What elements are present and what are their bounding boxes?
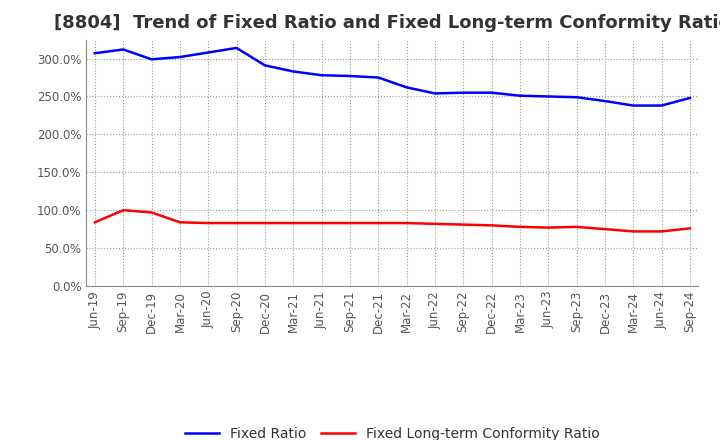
Fixed Ratio: [459, 90, 467, 95]
Title: [8804]  Trend of Fixed Ratio and Fixed Long-term Conformity Ratio: [8804] Trend of Fixed Ratio and Fixed Lo…: [54, 15, 720, 33]
Fixed Long-term Conformity Ratio: [402, 220, 411, 226]
Fixed Long-term Conformity Ratio: [431, 221, 439, 227]
Fixed Long-term Conformity Ratio: [459, 222, 467, 227]
Fixed Ratio: [544, 94, 552, 99]
Fixed Ratio: [119, 47, 127, 52]
Fixed Long-term Conformity Ratio: [261, 220, 269, 226]
Fixed Long-term Conformity Ratio: [204, 220, 212, 226]
Fixed Long-term Conformity Ratio: [544, 225, 552, 230]
Fixed Ratio: [374, 75, 382, 80]
Fixed Ratio: [346, 73, 354, 79]
Fixed Long-term Conformity Ratio: [374, 220, 382, 226]
Fixed Ratio: [572, 95, 581, 100]
Legend: Fixed Ratio, Fixed Long-term Conformity Ratio: Fixed Ratio, Fixed Long-term Conformity …: [179, 421, 606, 440]
Fixed Ratio: [318, 73, 326, 78]
Fixed Ratio: [600, 99, 609, 104]
Line: Fixed Ratio: Fixed Ratio: [95, 48, 690, 106]
Fixed Long-term Conformity Ratio: [487, 223, 496, 228]
Fixed Ratio: [148, 57, 156, 62]
Fixed Ratio: [685, 95, 694, 101]
Fixed Long-term Conformity Ratio: [176, 220, 184, 225]
Fixed Ratio: [657, 103, 666, 108]
Line: Fixed Long-term Conformity Ratio: Fixed Long-term Conformity Ratio: [95, 210, 690, 231]
Fixed Long-term Conformity Ratio: [318, 220, 326, 226]
Fixed Long-term Conformity Ratio: [91, 220, 99, 225]
Fixed Ratio: [233, 45, 241, 51]
Fixed Ratio: [629, 103, 637, 108]
Fixed Ratio: [431, 91, 439, 96]
Fixed Ratio: [289, 69, 297, 74]
Fixed Long-term Conformity Ratio: [516, 224, 524, 230]
Fixed Ratio: [176, 55, 184, 60]
Fixed Long-term Conformity Ratio: [289, 220, 297, 226]
Fixed Ratio: [91, 51, 99, 56]
Fixed Ratio: [402, 85, 411, 90]
Fixed Long-term Conformity Ratio: [629, 229, 637, 234]
Fixed Long-term Conformity Ratio: [346, 220, 354, 226]
Fixed Long-term Conformity Ratio: [657, 229, 666, 234]
Fixed Ratio: [204, 50, 212, 55]
Fixed Ratio: [261, 63, 269, 68]
Fixed Long-term Conformity Ratio: [119, 208, 127, 213]
Fixed Long-term Conformity Ratio: [148, 210, 156, 215]
Fixed Long-term Conformity Ratio: [685, 226, 694, 231]
Fixed Ratio: [516, 93, 524, 99]
Fixed Long-term Conformity Ratio: [572, 224, 581, 230]
Fixed Long-term Conformity Ratio: [600, 227, 609, 232]
Fixed Ratio: [487, 90, 496, 95]
Fixed Long-term Conformity Ratio: [233, 220, 241, 226]
